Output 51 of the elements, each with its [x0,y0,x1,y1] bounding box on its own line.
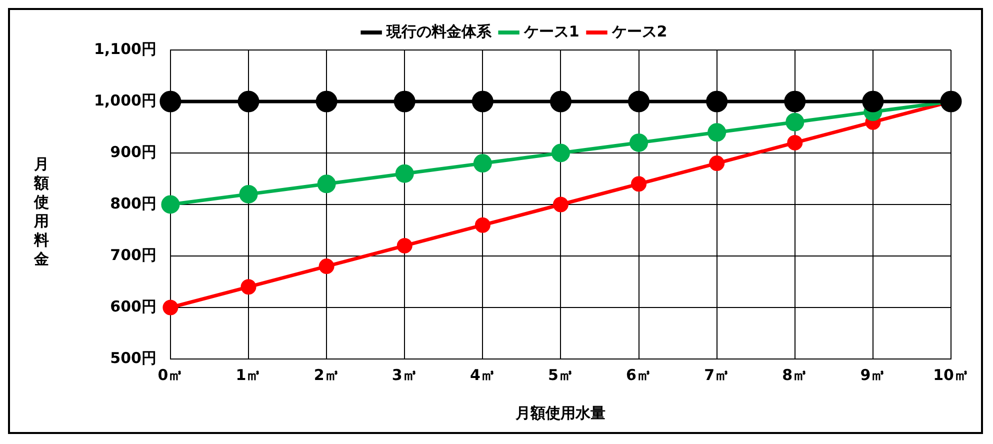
x-axis-title: 月額使用水量 [514,404,606,422]
x-tick-label: 0㎥ [158,366,184,384]
point [472,90,494,112]
point [709,156,725,172]
point [786,112,804,132]
x-tick-label: 3㎥ [392,366,418,384]
point [240,279,256,295]
point [318,258,334,274]
point [162,300,178,316]
point [552,196,568,212]
point [708,123,726,142]
x-tick-label: 5㎥ [548,366,574,384]
x-tick-label: 1㎥ [236,366,262,384]
y-tick-label: 900円 [110,142,156,161]
point [396,238,412,254]
point [631,176,647,192]
y-tick-label: 1,000円 [94,91,156,110]
point [784,90,806,112]
point [317,174,336,194]
x-tick-label: 8㎥ [782,366,808,384]
point [160,90,182,112]
legend-label: 現行の料金体系 [385,22,492,40]
legend-label: ケース2 [610,22,668,40]
point [473,154,492,173]
legend-label: ケース1 [522,22,580,40]
x-tick-label: 9㎥ [860,366,886,384]
point [787,134,803,150]
point [706,90,728,112]
x-tick-label: 2㎥ [314,366,340,384]
y-tick-label: 1,100円 [94,40,156,58]
point [239,184,258,204]
y-tick-label: 800円 [110,194,156,212]
point [316,90,338,112]
point [551,144,570,162]
x-tick-label: 7㎥ [704,366,730,384]
y-tick-label: 600円 [110,297,156,316]
point [395,164,414,183]
x-tick-label: 10㎥ [933,366,969,384]
point [862,90,884,112]
point [474,217,490,233]
point [550,90,572,112]
y-tick-label: 700円 [110,246,156,264]
x-tick-label: 6㎥ [626,366,652,384]
x-tick-label: 4㎥ [470,366,496,384]
point [238,90,260,112]
y-axis-title: 月額使用料金 [34,155,49,269]
point [161,195,180,214]
point [630,133,648,152]
point [394,90,416,112]
y-tick-label: 500円 [110,348,156,367]
point [628,90,650,112]
